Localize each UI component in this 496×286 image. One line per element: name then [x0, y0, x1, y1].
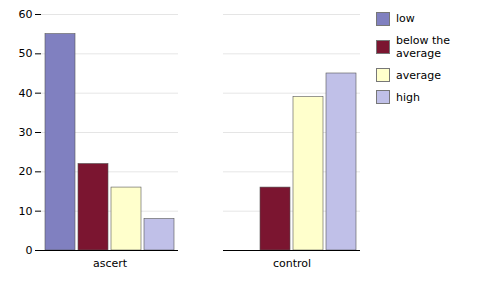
svg-text:30: 30 — [19, 126, 33, 139]
svg-text:10: 10 — [19, 205, 33, 218]
svg-text:control: control — [273, 257, 311, 270]
svg-text:ascert: ascert — [93, 257, 128, 270]
svg-text:20: 20 — [19, 165, 33, 178]
html-text:below the average: below the average — [396, 34, 451, 61]
svg-text:0: 0 — [26, 244, 33, 257]
svg-text:40: 40 — [19, 87, 33, 100]
svg-text:60: 60 — [19, 8, 33, 21]
html-text:low: low — [396, 12, 415, 26]
svg-text:50: 50 — [19, 47, 33, 60]
html-text:high: high — [396, 90, 420, 104]
html-text:average: average — [396, 68, 441, 82]
